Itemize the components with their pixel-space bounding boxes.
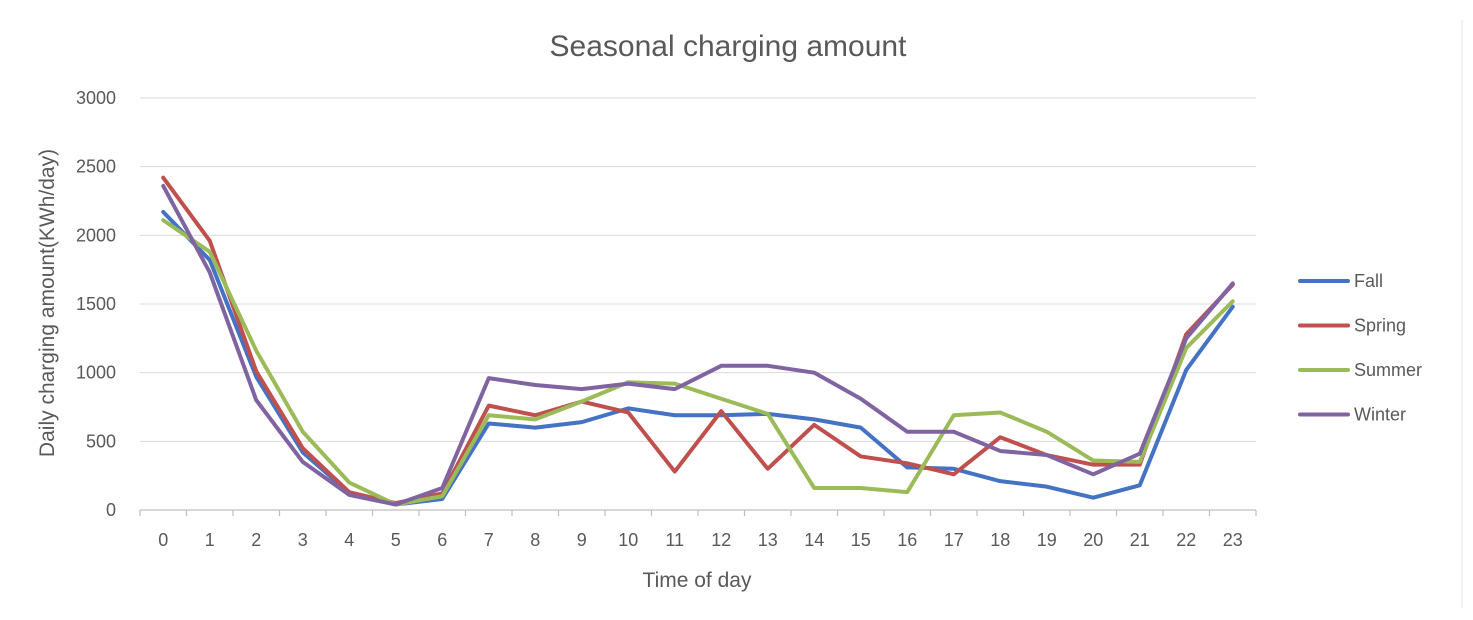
legend-label-fall: Fall bbox=[1354, 271, 1383, 291]
y-tick-label: 500 bbox=[86, 431, 116, 451]
x-tick-label: 12 bbox=[711, 530, 731, 550]
series-line-summer bbox=[161, 218, 1235, 507]
legend-label-winter: Winter bbox=[1354, 405, 1406, 425]
x-tick-label: 1 bbox=[205, 530, 215, 550]
y-axis-ticks: 0 500 1000 1500 2000 2500 3000 bbox=[76, 88, 116, 520]
x-axis-title: Time of day bbox=[643, 569, 752, 592]
x-tick-label: 21 bbox=[1130, 530, 1150, 550]
x-tick-label: 16 bbox=[897, 530, 917, 550]
x-tick-label: 7 bbox=[484, 530, 494, 550]
legend: Fall Spring Summer Winter bbox=[1298, 271, 1422, 425]
series-lines bbox=[161, 175, 1235, 507]
x-tick-label: 2 bbox=[251, 530, 261, 550]
gridlines bbox=[140, 97, 1256, 511]
x-tick-label: 20 bbox=[1083, 530, 1103, 550]
x-tick-label: 8 bbox=[530, 530, 540, 550]
x-tick-label: 22 bbox=[1176, 530, 1196, 550]
x-tick-label: 5 bbox=[391, 530, 401, 550]
x-tick-label: 0 bbox=[158, 530, 168, 550]
x-axis-ticks: 0 1 2 3 4 5 6 7 8 9 10 11 12 13 14 15 16 17 18 19 20 21 22 23 bbox=[139, 510, 1257, 550]
x-tick-label: 15 bbox=[851, 530, 871, 550]
y-axis-title: Daily charging amount(KWh/day) bbox=[36, 149, 59, 457]
x-tick-label: 6 bbox=[437, 530, 447, 550]
x-tick-label: 19 bbox=[1037, 530, 1057, 550]
x-tick-label: 11 bbox=[665, 530, 684, 550]
x-tick-label: 23 bbox=[1223, 530, 1243, 550]
y-tick-label: 3000 bbox=[76, 88, 116, 108]
y-tick-label: 1000 bbox=[76, 363, 116, 383]
series-line-winter bbox=[161, 183, 1235, 507]
chart-title: Seasonal charging amount bbox=[550, 30, 908, 63]
y-tick-label: 0 bbox=[106, 500, 116, 520]
x-tick-label: 3 bbox=[298, 530, 308, 550]
y-tick-label: 2500 bbox=[76, 157, 116, 177]
x-tick-label: 17 bbox=[944, 530, 964, 550]
x-tick-label: 13 bbox=[758, 530, 778, 550]
x-tick-label: 10 bbox=[618, 530, 638, 550]
legend-label-summer: Summer bbox=[1354, 360, 1422, 380]
y-tick-label: 2000 bbox=[76, 225, 116, 245]
y-tick-label: 1500 bbox=[76, 294, 116, 314]
x-tick-label: 14 bbox=[804, 530, 824, 550]
x-tick-label: 9 bbox=[577, 530, 587, 550]
x-tick-label: 4 bbox=[344, 530, 354, 550]
x-tick-label: 18 bbox=[990, 530, 1010, 550]
legend-label-spring: Spring bbox=[1354, 316, 1406, 336]
